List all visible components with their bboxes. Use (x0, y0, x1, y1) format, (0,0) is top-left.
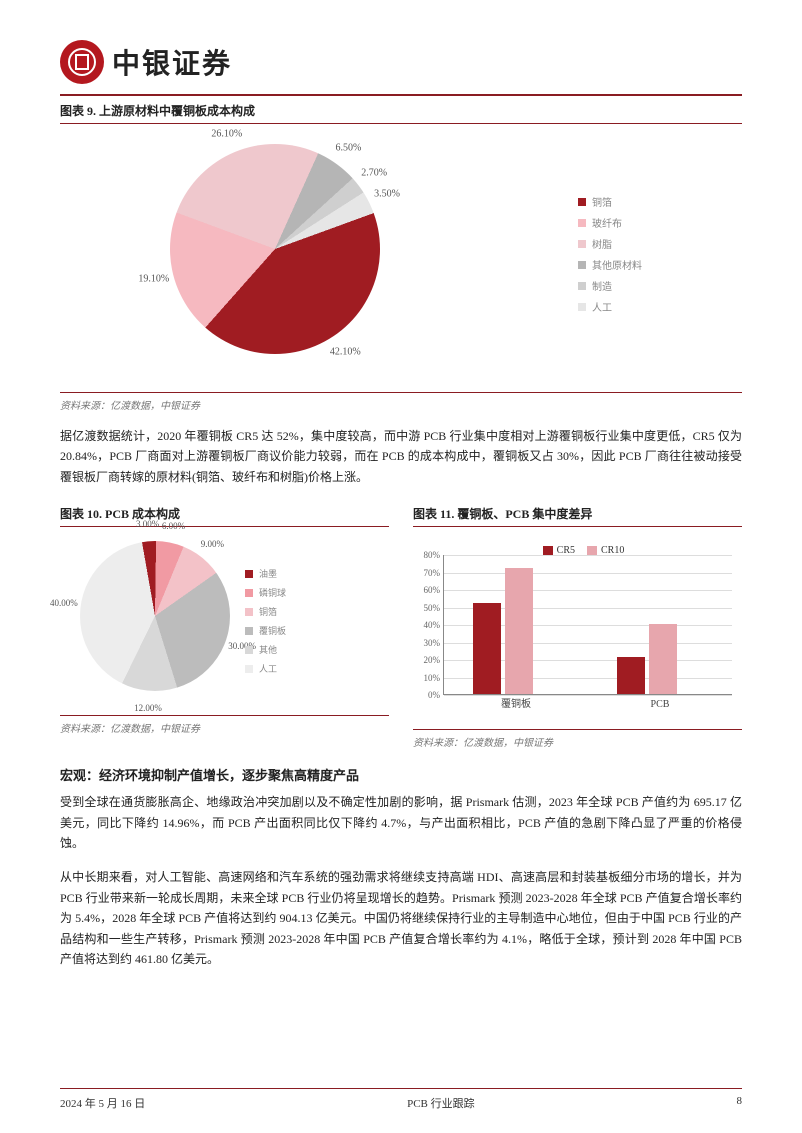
chart9-area: 42.10% 19.10% 26.10% 6.50% 2.70% 3.50% 铜箔玻纤布树… (60, 128, 742, 388)
chart10-legend-item: 覆铜板 (245, 624, 286, 637)
paragraph-1: 据亿渡数据统计，2020 年覆铜板 CR5 达 52%，集中度较高，而中游 PC… (60, 426, 742, 487)
footer-doc: PCB 行业跟踪 (407, 1095, 475, 1111)
chart10-rule (60, 526, 389, 527)
chart10-slice-label: 6.00% (162, 521, 185, 531)
chart9-rule (60, 123, 742, 124)
footer-date: 2024 年 5 月 16 日 (60, 1095, 145, 1111)
chart9-slice-label: 3.50% (374, 188, 400, 199)
chart9-legend: 铜箔玻纤布树脂其他原材料制造人工 (578, 188, 642, 320)
page-footer: 2024 年 5 月 16 日 PCB 行业跟踪 8 (60, 1088, 742, 1111)
chart9-legend-item: 制造 (578, 278, 642, 293)
chart9-legend-item: 其他原材料 (578, 257, 642, 272)
chart9-slice-label: 2.70% (361, 167, 387, 178)
chart11-gridline (444, 555, 732, 556)
chart11-ytick: 20% (414, 655, 440, 665)
chart10-slice-label: 9.00% (201, 539, 224, 549)
chart11-title: 图表 11. 覆铜板、PCB 集中度差异 (413, 505, 742, 522)
chart9-legend-item: 人工 (578, 299, 642, 314)
chart10-slice-labels: 3.00%6.00%9.00%30.00%12.00%40.00% (60, 531, 389, 711)
chart10-slice-label: 40.00% (50, 598, 78, 608)
chart10-title: 图表 10. PCB 成本构成 (60, 505, 389, 522)
chart9-slice-label: 6.50% (336, 142, 362, 153)
chart10-source: 资料来源：亿渡数据，中银证券 (60, 720, 389, 735)
chart11-ytick: 70% (414, 568, 440, 578)
chart11-xtick: 覆铜板 (444, 695, 588, 710)
chart9-slice-label: 26.10% (211, 128, 242, 139)
chart10-legend: 油墨磷铜球铜箔覆铜板其他人工 (245, 561, 286, 681)
chart-row: 图表 10. PCB 成本构成 3.00%6.00%9.00%30.00%12.… (60, 501, 742, 749)
header-rule (60, 94, 742, 96)
chart11-bar (649, 624, 677, 694)
chart9-slice-label: 19.10% (138, 274, 169, 285)
chart10-legend-item: 人工 (245, 662, 286, 675)
chart10-legend-item: 油墨 (245, 567, 286, 580)
chart10-bottom-rule (60, 715, 389, 716)
chart9-bottom-rule (60, 392, 742, 393)
macro-p2: 从中长期来看，对人工智能、高速网络和汽车系统的强劲需求将继续支持高端 HDI、高… (60, 867, 742, 969)
chart9-legend-item: 树脂 (578, 236, 642, 251)
report-header: 中银证券 (60, 40, 742, 84)
chart11-axis: 0%10%20%30%40%50%60%70%80%覆铜板PCB (443, 555, 732, 695)
chart9-title: 图表 9. 上游原材料中覆铜板成本构成 (60, 102, 742, 119)
bank-name: 中银证券 (112, 42, 232, 82)
chart9-source: 资料来源：亿渡数据，中银证券 (60, 397, 742, 412)
chart9-slice-label: 42.10% (330, 347, 361, 358)
footer-page: 8 (736, 1095, 742, 1111)
chart11-ytick: 30% (414, 638, 440, 648)
chart10-slice-label: 3.00% (136, 519, 159, 529)
chart11-bar (617, 657, 645, 694)
chart10-legend-item: 其他 (245, 643, 286, 656)
chart11-ytick: 60% (414, 585, 440, 595)
chart11-ytick: 40% (414, 620, 440, 630)
chart11-bottom-rule (413, 729, 742, 730)
chart9-legend-item: 铜箔 (578, 194, 642, 209)
chart10-slice-label: 12.00% (134, 703, 162, 713)
chart11-ytick: 80% (414, 550, 440, 560)
chart11-ytick: 0% (414, 690, 440, 700)
chart11-area: 0%10%20%30%40%50%60%70%80%覆铜板PCB CR5CR10 (413, 545, 742, 725)
chart11-source: 资料来源：亿渡数据，中银证券 (413, 734, 742, 749)
chart11-ytick: 50% (414, 603, 440, 613)
chart10-col: 图表 10. PCB 成本构成 3.00%6.00%9.00%30.00%12.… (60, 501, 389, 749)
chart11-xtick: PCB (588, 699, 732, 710)
chart11-gridline (444, 573, 732, 574)
chart10-area: 3.00%6.00%9.00%30.00%12.00%40.00% 油墨磷铜球铜… (60, 531, 389, 711)
chart11-gridline (444, 590, 732, 591)
chart11-rule (413, 526, 742, 527)
chart9-legend-item: 玻纤布 (578, 215, 642, 230)
macro-p1: 受到全球在通货膨胀高企、地缘政治冲突加剧以及不确定性加剧的影响，据 Prisma… (60, 792, 742, 853)
chart11-bar (505, 568, 533, 694)
chart10-legend-item: 铜箔 (245, 605, 286, 618)
bank-logo-icon (60, 40, 104, 84)
macro-heading: 宏观：经济环境抑制产值增长，逐步聚焦高精度产品 (60, 765, 742, 784)
chart10-legend-item: 磷铜球 (245, 586, 286, 599)
chart11-ytick: 10% (414, 673, 440, 683)
chart11-bar (473, 603, 501, 694)
chart11-col: 图表 11. 覆铜板、PCB 集中度差异 0%10%20%30%40%50%60… (413, 501, 742, 749)
